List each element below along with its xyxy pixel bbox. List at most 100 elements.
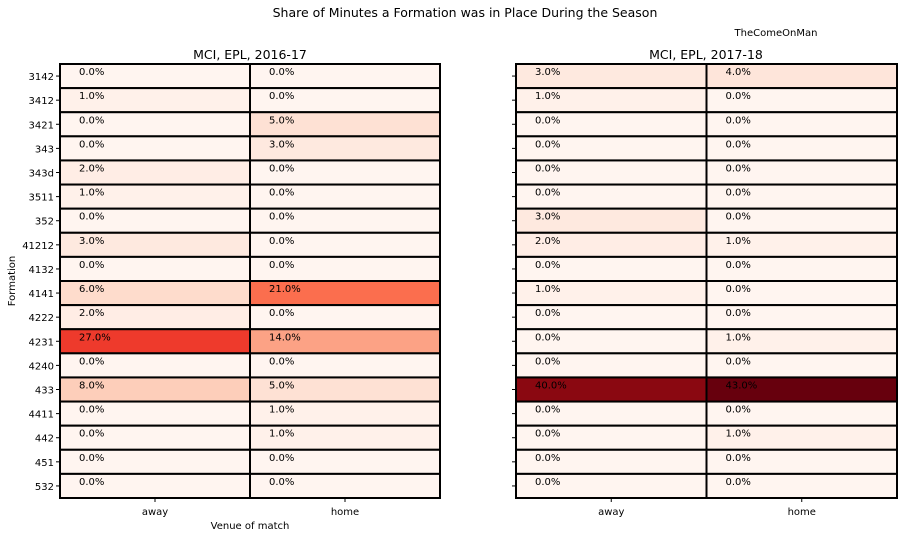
- heatmap-cell-442-away: [59, 424, 251, 451]
- cell-value-label: 3.0%: [79, 236, 104, 247]
- cell-value-label: 3.0%: [269, 139, 294, 150]
- heatmap-cell-3421-home: [249, 111, 441, 138]
- y-tick-label: 4240: [29, 361, 54, 372]
- cell-value-label: 43.0%: [726, 381, 758, 392]
- cell-value-label: 0.0%: [269, 188, 294, 199]
- cell-value-label: 0.0%: [726, 115, 751, 126]
- x-tick-label: away: [142, 507, 168, 518]
- cell-value-label: 0.0%: [79, 139, 104, 150]
- cell-value-label: 27.0%: [79, 332, 111, 343]
- cell-value-label: 3.0%: [535, 67, 560, 78]
- cell-value-label: 0.0%: [535, 453, 560, 464]
- cell-value-label: 1.0%: [79, 188, 104, 199]
- y-axis-label: Formation: [7, 256, 18, 306]
- cell-value-label: 0.0%: [269, 91, 294, 102]
- cell-value-label: 1.0%: [535, 284, 560, 295]
- heatmap-cell-352-away: [515, 207, 708, 234]
- cell-value-label: 1.0%: [535, 91, 560, 102]
- credit-text: TheComeOnMan: [734, 28, 818, 39]
- cell-value-label: 0.0%: [269, 477, 294, 488]
- heatmap-cell-4141-away: [515, 280, 708, 307]
- heatmap-cell-532-home: [249, 472, 441, 499]
- heatmap-cell-451-home: [705, 448, 898, 475]
- heatmap-panel-2017-18: MCI, EPL, 2017-18 3.0% 4.0% 1.0% 0.0% 0.0% 0.0…: [512, 47, 898, 518]
- cell-value-label: 0.0%: [269, 67, 294, 78]
- cell-value-label: 0.0%: [79, 453, 104, 464]
- heatmap-cell-3412-away: [515, 87, 708, 114]
- heatmap-cell-433-away: [515, 376, 708, 403]
- cell-value-label: 2.0%: [79, 308, 104, 319]
- cell-value-label: 0.0%: [79, 212, 104, 223]
- y-tick-label: 532: [35, 482, 54, 493]
- x-tick-label: home: [331, 507, 359, 518]
- heatmap-cell-4411-away: [515, 400, 708, 427]
- cell-value-label: 0.0%: [535, 164, 560, 175]
- y-tick-label: 3511: [29, 193, 54, 204]
- heatmap-cell-4240-home: [705, 352, 898, 379]
- cell-value-label: 0.0%: [269, 212, 294, 223]
- cell-value-label: 0.0%: [726, 477, 751, 488]
- cell-value-label: 21.0%: [269, 284, 301, 295]
- heatmap-cell-41212-home: [705, 231, 898, 258]
- cell-value-label: 0.0%: [535, 139, 560, 150]
- cell-value-label: 1.0%: [79, 91, 104, 102]
- y-tick-label: 433: [35, 386, 54, 397]
- heatmap-cell-4222-home: [249, 304, 441, 331]
- cell-value-label: 0.0%: [726, 284, 751, 295]
- cell-value-label: 8.0%: [79, 381, 104, 392]
- cell-value-label: 0.0%: [269, 453, 294, 464]
- cell-value-label: 0.0%: [535, 405, 560, 416]
- y-tick-label: 451: [35, 458, 54, 469]
- cell-value-label: 0.0%: [79, 67, 104, 78]
- cell-value-label: 0.0%: [535, 260, 560, 271]
- heatmap-cell-4231-away: [59, 328, 251, 355]
- heatmap-panel-2016-17: MCI, EPL, 2016-17 0.0% 0.0% 1.0% 0.0% 0.0% 5.0…: [7, 47, 441, 532]
- cell-value-label: 0.0%: [79, 260, 104, 271]
- x-axis-label: Venue of match: [211, 521, 290, 532]
- cell-value-label: 1.0%: [726, 332, 751, 343]
- cell-value-label: 0.0%: [726, 91, 751, 102]
- heatmap-cell-442-home: [705, 424, 898, 451]
- heatmap-cell-343d-home: [705, 159, 898, 186]
- cell-value-label: 0.0%: [535, 115, 560, 126]
- cell-value-label: 0.0%: [726, 308, 751, 319]
- y-tick-label: 4411: [29, 410, 54, 421]
- heatmap-cell-343d-home: [249, 159, 441, 186]
- cell-value-label: 0.0%: [79, 405, 104, 416]
- y-tick-label: 343: [35, 144, 54, 155]
- heatmap-cell-343-home: [705, 135, 898, 162]
- cell-value-label: 1.0%: [726, 429, 751, 440]
- cell-value-label: 0.0%: [726, 453, 751, 464]
- cell-value-label: 0.0%: [535, 356, 560, 367]
- heatmap-cell-4132-away: [515, 255, 708, 282]
- heatmap-cell-3412-home: [249, 87, 441, 114]
- heatmap-cell-4141-home: [705, 280, 898, 307]
- heatmap-cell-4411-home: [249, 400, 441, 427]
- heatmap-cell-41212-home: [249, 231, 441, 258]
- cell-value-label: 5.0%: [269, 381, 294, 392]
- cell-value-label: 0.0%: [535, 308, 560, 319]
- cell-value-label: 0.0%: [269, 308, 294, 319]
- cell-value-label: 0.0%: [79, 429, 104, 440]
- cell-value-label: 1.0%: [269, 405, 294, 416]
- cell-value-label: 6.0%: [79, 284, 104, 295]
- cell-value-label: 0.0%: [269, 236, 294, 247]
- heatmap-cell-4141-away: [59, 280, 251, 307]
- heatmap-cell-4222-home: [705, 304, 898, 331]
- heatmap-cell-352-home: [705, 207, 898, 234]
- heatmap-cell-4411-away: [59, 400, 251, 427]
- y-tick-label: 41212: [22, 241, 54, 252]
- cell-value-label: 0.0%: [79, 356, 104, 367]
- y-tick-label: 3142: [29, 72, 54, 83]
- cell-value-label: 5.0%: [269, 115, 294, 126]
- cell-value-label: 0.0%: [726, 139, 751, 150]
- x-tick-label: away: [598, 507, 624, 518]
- cell-value-label: 0.0%: [535, 332, 560, 343]
- cell-value-label: 1.0%: [726, 236, 751, 247]
- cell-value-label: 0.0%: [726, 164, 751, 175]
- heatmap-cell-433-home: [705, 376, 898, 403]
- y-tick-label: 4141: [29, 289, 54, 300]
- cell-value-label: 0.0%: [726, 405, 751, 416]
- cell-value-label: 0.0%: [79, 115, 104, 126]
- cell-value-label: 0.0%: [535, 477, 560, 488]
